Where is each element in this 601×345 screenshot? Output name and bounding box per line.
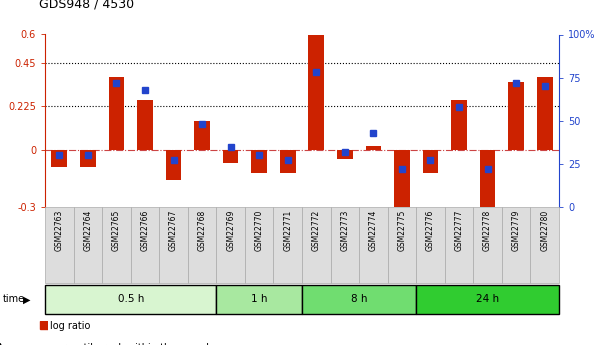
Bar — [502, 207, 530, 283]
Bar — [537, 77, 552, 149]
Bar — [45, 207, 74, 283]
Bar — [480, 149, 495, 207]
Text: GSM22764: GSM22764 — [84, 209, 93, 251]
Bar — [331, 207, 359, 283]
Text: 1 h: 1 h — [251, 294, 267, 304]
Text: GSM22766: GSM22766 — [141, 209, 150, 251]
Text: GSM22778: GSM22778 — [483, 209, 492, 250]
Bar — [109, 77, 124, 149]
Bar — [223, 149, 239, 163]
Text: GSM22779: GSM22779 — [511, 209, 520, 251]
Text: GSM22770: GSM22770 — [255, 209, 264, 251]
Text: GSM22763: GSM22763 — [55, 209, 64, 251]
Bar — [530, 207, 559, 283]
Bar — [216, 207, 245, 283]
Bar — [423, 149, 438, 172]
Text: 8 h: 8 h — [351, 294, 367, 304]
Bar — [251, 149, 267, 172]
Text: GSM22775: GSM22775 — [397, 209, 406, 251]
Bar — [416, 207, 445, 283]
Text: GDS948 / 4530: GDS948 / 4530 — [39, 0, 134, 10]
Bar — [245, 207, 273, 283]
Bar — [302, 285, 416, 314]
Text: GSM22768: GSM22768 — [198, 209, 207, 250]
Bar — [302, 207, 331, 283]
Text: GSM22777: GSM22777 — [454, 209, 463, 251]
Text: GSM22780: GSM22780 — [540, 209, 549, 250]
Bar — [131, 207, 159, 283]
Text: 24 h: 24 h — [476, 294, 499, 304]
Text: GSM22769: GSM22769 — [226, 209, 235, 251]
Bar — [45, 285, 216, 314]
Bar — [359, 207, 388, 283]
Bar — [365, 146, 381, 149]
Text: GSM22771: GSM22771 — [283, 209, 292, 250]
Bar — [137, 100, 153, 149]
Bar — [216, 285, 302, 314]
Bar — [52, 149, 67, 167]
Bar — [80, 149, 96, 167]
Bar — [159, 207, 188, 283]
Text: GSM22765: GSM22765 — [112, 209, 121, 251]
Bar — [102, 207, 130, 283]
Bar — [474, 207, 502, 283]
Text: percentile rank within the sample: percentile rank within the sample — [50, 344, 215, 345]
Bar — [273, 207, 302, 283]
Bar — [508, 82, 524, 149]
Bar — [308, 34, 324, 149]
Bar — [166, 149, 182, 180]
Text: ▶: ▶ — [23, 294, 30, 304]
Bar — [194, 121, 210, 149]
Text: GSM22772: GSM22772 — [312, 209, 321, 250]
Bar — [188, 207, 216, 283]
Bar — [451, 100, 467, 149]
Bar — [74, 207, 102, 283]
Text: GSM22773: GSM22773 — [340, 209, 349, 251]
Bar — [388, 207, 416, 283]
Bar — [280, 149, 296, 172]
Bar — [416, 285, 559, 314]
Text: GSM22776: GSM22776 — [426, 209, 435, 251]
Text: GSM22774: GSM22774 — [369, 209, 378, 251]
Text: log ratio: log ratio — [50, 321, 90, 331]
Text: 0.5 h: 0.5 h — [118, 294, 144, 304]
Bar — [445, 207, 474, 283]
Bar — [337, 149, 353, 159]
Text: time: time — [3, 294, 25, 304]
Bar — [394, 149, 410, 215]
Text: GSM22767: GSM22767 — [169, 209, 178, 251]
Bar — [40, 321, 47, 329]
